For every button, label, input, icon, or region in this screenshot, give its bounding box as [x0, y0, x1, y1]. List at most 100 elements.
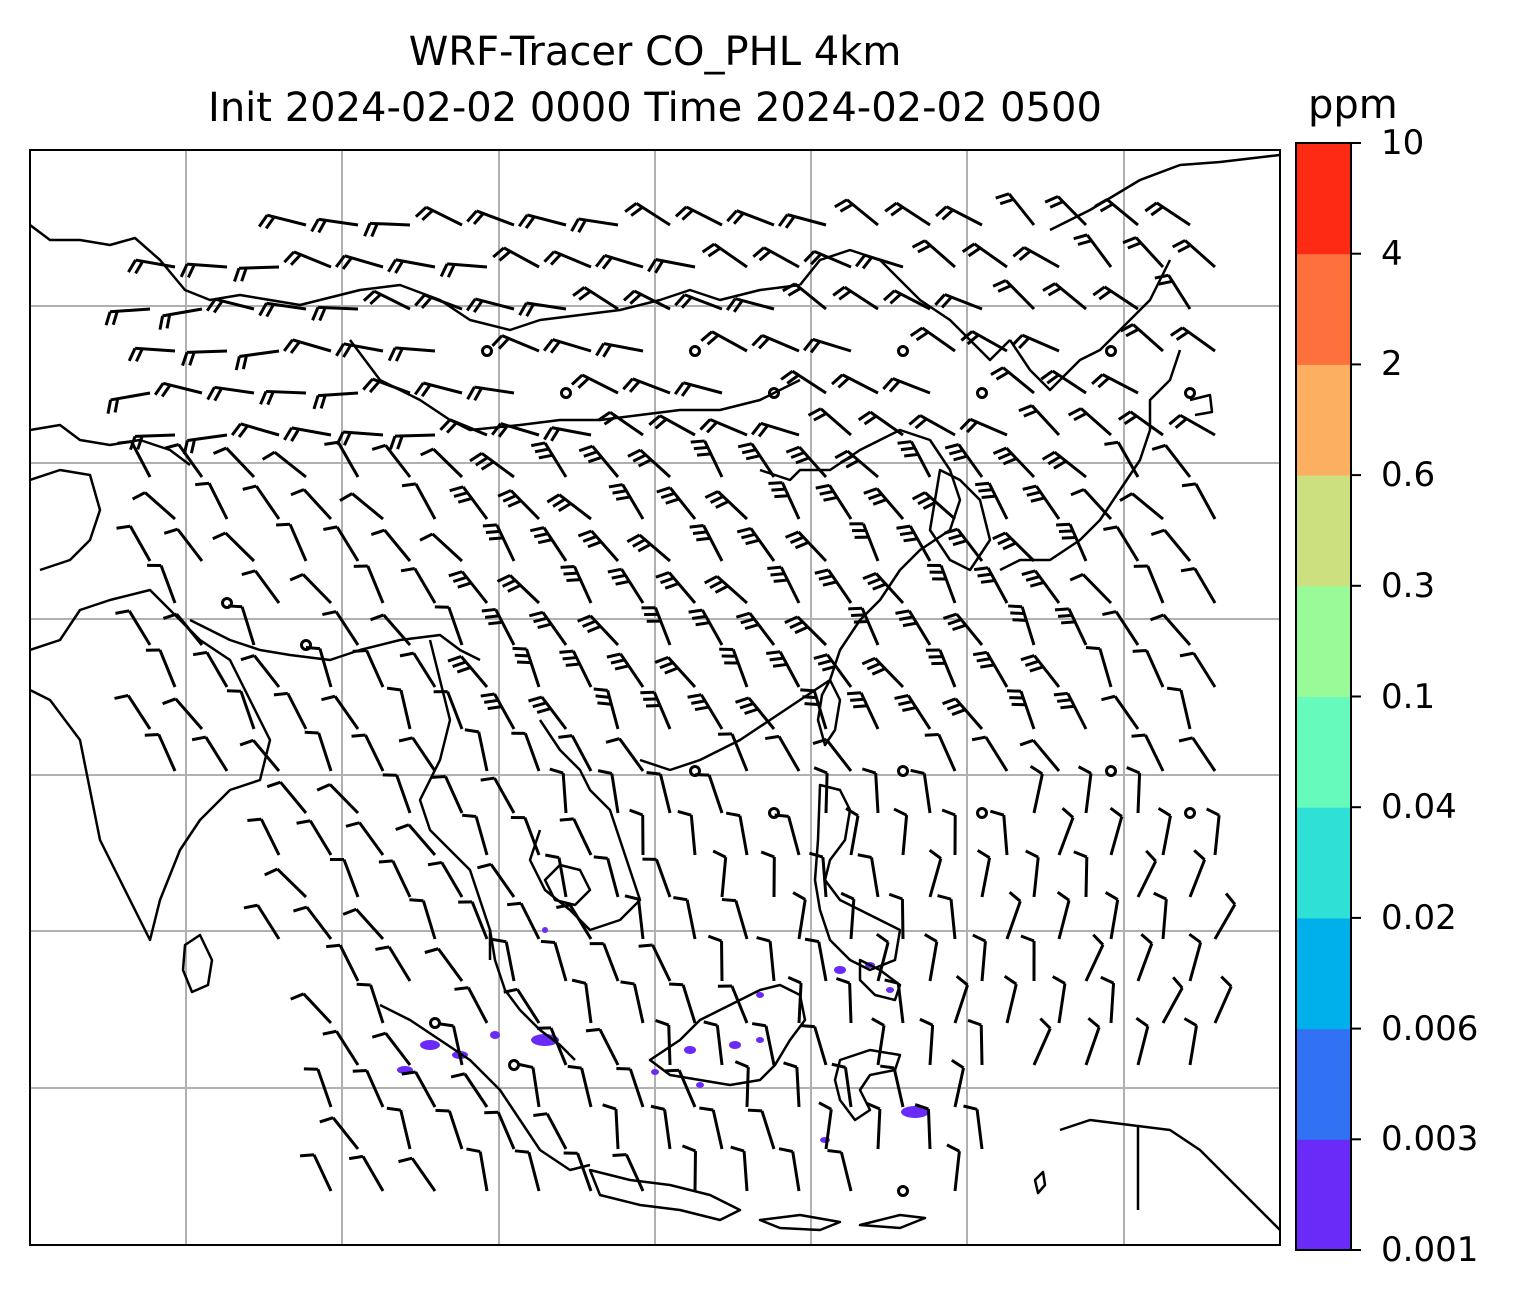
wind-barb-flag	[888, 380, 901, 393]
wind-barb-flag	[681, 209, 694, 221]
wind-barb-shaft	[1114, 610, 1140, 646]
wind-barb-flag	[835, 977, 851, 985]
wind-barb-flag	[464, 728, 479, 734]
wind-barb-flag	[111, 310, 119, 326]
wind-barb-shaft	[768, 941, 776, 982]
wind-barb-flag	[1010, 611, 1025, 616]
colorbar-tick-label: 0.6	[1381, 455, 1436, 496]
wind-barb-flag	[612, 489, 627, 495]
wind-barb-flag	[960, 330, 974, 342]
wind-barb-flag	[872, 498, 887, 506]
calm-wind-circle	[689, 345, 701, 357]
wind-barb-flag	[955, 975, 969, 987]
wind-barb-shaft	[1163, 529, 1192, 562]
wind-barb-flag	[804, 937, 820, 944]
wind-barb-flag	[311, 306, 320, 321]
wind-barb-flag	[934, 293, 946, 306]
wind-barb-flag	[524, 215, 536, 229]
calm-wind-circle	[976, 387, 988, 399]
wind-barb-flag	[1073, 411, 1088, 422]
wind-barb-flag	[861, 767, 877, 775]
wind-barb-flag	[777, 213, 789, 227]
wind-barb-flag	[507, 583, 522, 593]
calm-wind-circle	[508, 1059, 520, 1071]
coastline-segment	[30, 224, 321, 307]
tracer-fill-patch	[542, 927, 548, 933]
tracer-fill-patch	[756, 1037, 764, 1043]
wind-barb-flag	[715, 500, 730, 509]
wind-barb-shaft	[1057, 817, 1075, 856]
wind-barb-shaft	[1084, 773, 1093, 814]
wind-barb-flag	[794, 625, 809, 635]
wind-barb-shaft	[159, 564, 177, 604]
wind-barb-flag	[1011, 334, 1024, 347]
wind-barb-flag	[447, 655, 462, 663]
wind-barb-flag	[312, 395, 320, 410]
wind-barb-flag	[638, 943, 653, 948]
wind-barb-flag	[290, 488, 305, 497]
wind-barb-flag	[370, 223, 379, 238]
wind-barb-flag	[512, 646, 527, 651]
wind-barb-flag	[721, 897, 736, 903]
wind-barb-flag	[484, 614, 500, 619]
wind-barb-flag	[787, 287, 802, 297]
wind-barb-flag	[191, 735, 207, 742]
colorbar-tick-label: 2	[1381, 344, 1403, 385]
wind-barb-flag	[1125, 327, 1140, 338]
wind-barb-flag	[597, 769, 613, 775]
wind-barb-shaft	[1005, 983, 1018, 1024]
wind-barb-shaft	[204, 736, 229, 772]
wind-barb-flag	[206, 386, 216, 401]
wind-barb-shaft	[797, 982, 803, 1024]
wind-barb-shaft	[734, 900, 749, 940]
wind-barb-flag	[394, 347, 404, 362]
wind-barb-flag	[784, 615, 799, 625]
wind-barb-shaft	[1084, 1026, 1101, 1066]
wind-barb-flag	[622, 289, 636, 302]
wind-barb-flag	[789, 620, 804, 630]
wind-barb-shaft	[561, 772, 568, 814]
wind-barb-flag	[948, 448, 964, 456]
wind-barb-flag	[699, 418, 712, 431]
wind-barb-flag	[435, 1108, 450, 1113]
wind-barb-flag	[822, 580, 837, 587]
wind-barb-shaft	[1032, 739, 1061, 772]
wind-barb-flag	[543, 426, 553, 441]
wind-barb-flag	[854, 254, 866, 268]
wind-barb-flag	[615, 579, 630, 586]
wind-barb-flag	[1018, 404, 1033, 413]
colorbar-tick-label: 10	[1381, 123, 1425, 163]
wind-barb-flag	[490, 422, 502, 436]
wind-barb-shaft	[874, 772, 880, 814]
wind-barb-flag	[452, 575, 468, 583]
wind-barb-flag	[745, 454, 761, 461]
wind-barb-flag	[736, 526, 752, 534]
wind-barb-flag	[654, 260, 665, 274]
wind-barb-shaft	[342, 859, 360, 898]
wind-barb-flag	[1091, 373, 1104, 385]
wind-barb-shaft	[892, 1067, 905, 1108]
colorbar-segment	[1296, 364, 1351, 476]
wind-barb-flag	[735, 696, 750, 704]
colorbar-tick-label: 0.04	[1381, 787, 1457, 828]
wind-barb-flag	[751, 1022, 767, 1028]
wind-barb-flag	[783, 1061, 798, 1069]
wind-barb-flag	[1140, 933, 1153, 945]
chart-subtitle: Init 2024-02-02 0000 Time 2024-02-02 050…	[208, 85, 1102, 131]
wind-barb-flag	[1067, 407, 1082, 417]
colorbar-segment	[1296, 1139, 1351, 1251]
wind-barb-shaft	[369, 984, 385, 1024]
wind-barb-flag	[289, 253, 302, 266]
wind-barb-flag	[654, 655, 669, 664]
coastline-segment	[833, 1048, 902, 1122]
wind-barb-flag	[674, 293, 686, 307]
wind-barb-shaft	[953, 984, 969, 1024]
wind-barb-shaft	[1136, 1025, 1150, 1066]
wind-barb-flag	[999, 197, 1014, 206]
wind-barb-flag	[1205, 807, 1220, 817]
wind-barb-flag	[861, 256, 873, 270]
wind-barb-flag	[767, 565, 782, 571]
wind-barb-shaft	[730, 733, 749, 772]
wind-barb-flag	[212, 300, 224, 314]
wind-barb-shaft	[584, 983, 593, 1024]
